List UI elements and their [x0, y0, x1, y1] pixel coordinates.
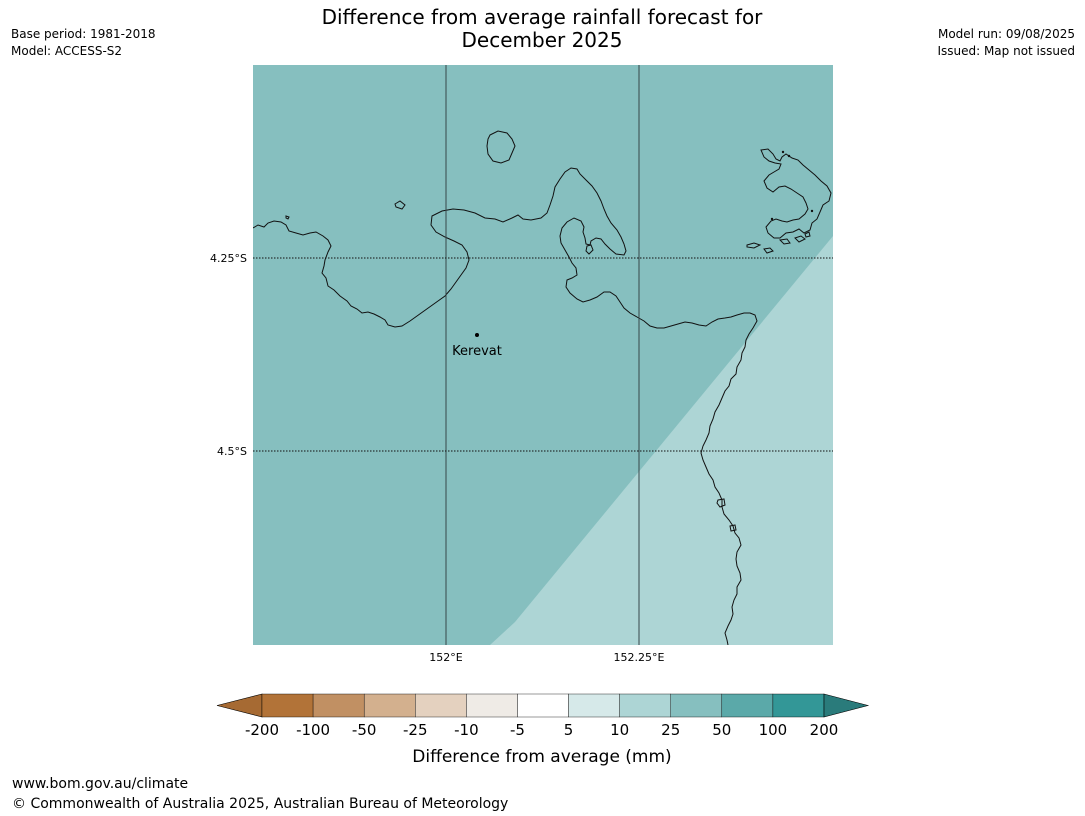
- colorbar-swatch: [312, 693, 365, 718]
- region-25-to-10mm: [490, 236, 833, 645]
- colorbar-swatch: [568, 693, 620, 718]
- colorbar: -200 -100 -50 -25 -10 -5 5 10 25 50 100 200: [216, 693, 870, 739]
- map-panel: Kerevat: [253, 65, 833, 645]
- colorbar-swatch: [261, 693, 314, 718]
- place-label-kerevat: Kerevat: [452, 344, 502, 359]
- colorbar-tick-label: 5: [564, 721, 574, 739]
- colorbar-swatch: [363, 693, 416, 718]
- colorbar-tick-label: -5: [510, 721, 525, 739]
- metadata-left: Base period: 1981-2018 Model: ACCESS-S2: [11, 26, 156, 60]
- base-period-text: Base period: 1981-2018: [11, 27, 156, 41]
- colorbar-swatch: [619, 693, 671, 718]
- graticule: [253, 65, 833, 645]
- colorbar-extend-high: [823, 693, 870, 718]
- axis-labels: 4.25°S 4.5°S 152°E 152.25°E: [210, 252, 664, 664]
- colorbar-title: Difference from average (mm): [412, 747, 671, 767]
- colorbar-tick-label: 50: [712, 721, 731, 739]
- lon-label-152e: 152°E: [429, 651, 462, 664]
- colorbar-tick-label: 25: [661, 721, 680, 739]
- colorbar-tick-label: -50: [352, 721, 377, 739]
- lon-label-152-25e: 152.25°E: [614, 651, 665, 664]
- model-run-text: Model run: 09/08/2025: [937, 27, 1075, 41]
- colorbar-tick-label: -25: [403, 721, 428, 739]
- model-text: Model: ACCESS-S2: [11, 44, 123, 58]
- colorbar-swatch: [466, 693, 518, 718]
- colorbar-swatch: [670, 693, 723, 718]
- coastline: [253, 130, 832, 645]
- colorbar-swatch: [772, 693, 825, 718]
- colorbar-tick-label: -10: [454, 721, 479, 739]
- lat-label-4-25s: 4.25°S: [210, 252, 247, 265]
- colorbar-tick-label: 100: [759, 721, 788, 739]
- colorbar-tick-label: 10: [610, 721, 629, 739]
- colorbar-extend-low: [216, 693, 263, 718]
- metadata-right: Model run: 09/08/2025 Issued: Map not is…: [937, 26, 1075, 60]
- colorbar-swatch: [415, 693, 467, 718]
- colorbar-tick-label: -200: [245, 721, 279, 739]
- lat-label-4-5s: 4.5°S: [217, 445, 247, 458]
- map-title: Difference from average rainfall forecas…: [242, 6, 842, 52]
- title-line-2: December 2025: [461, 28, 623, 52]
- colorbar-tick-label: 200: [810, 721, 839, 739]
- coastline-dots: [770, 150, 814, 221]
- footer-copyright: © Commonwealth of Australia 2025, Austra…: [12, 796, 509, 812]
- colorbar-swatch: [721, 693, 774, 718]
- title-line-1: Difference from average rainfall forecas…: [321, 5, 763, 29]
- colorbar-swatch: [517, 693, 569, 718]
- footer: www.bom.gov.au/climate © Commonwealth of…: [12, 774, 508, 814]
- kerevat-marker: [475, 333, 479, 337]
- issued-text: Issued: Map not issued: [937, 44, 1075, 58]
- colorbar-tick-label: -100: [296, 721, 330, 739]
- footer-url: www.bom.gov.au/climate: [12, 776, 189, 792]
